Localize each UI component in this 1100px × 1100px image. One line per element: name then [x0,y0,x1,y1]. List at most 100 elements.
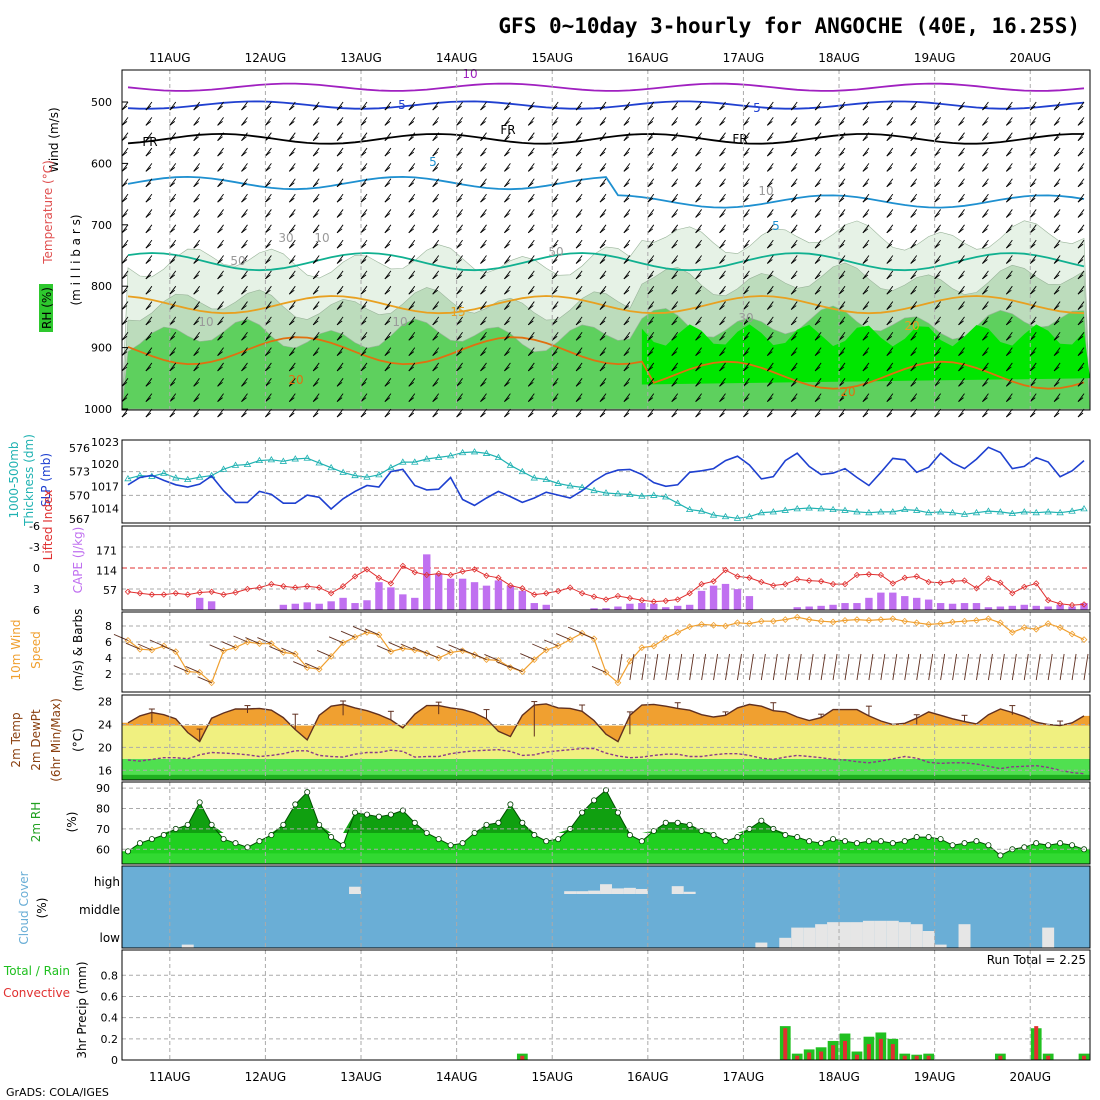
wind-barb-feather [743,136,749,142]
wind-barb-feather [265,243,271,249]
lifted-index-marker [578,590,586,597]
wind-barb [952,653,958,681]
wind-barb-feather [1077,351,1084,356]
wind-barb-feather [886,305,893,310]
wind-barb-feather [623,197,630,203]
wind-barb-feather [1006,182,1012,188]
wind-barb-feather [121,182,128,188]
temp-tick-label: 20 [98,741,112,754]
precip-tick-label: 0.6 [101,990,119,1003]
precip-panel-gridlines [169,950,1031,1060]
wind-barb-feather [480,289,486,295]
thickness-marker [697,507,706,514]
wind-barb-feather [312,381,319,387]
rh-panel-frame [121,781,1091,865]
wind-barb-feather [551,335,558,341]
wind-speed-marker [1044,620,1052,627]
wind-barb-feather [958,412,964,418]
wind-speed-marker [686,623,694,631]
wind-barb-feather [743,320,749,326]
wind-barb [964,653,969,681]
wind-barb-feather [767,197,773,203]
wind-barb [808,653,814,681]
precip-conv-bar [866,1044,871,1060]
thickness-marker [375,470,383,478]
wind-barb-feather [551,381,558,387]
wind-barb-feather [647,120,654,126]
lifted-index-marker [184,591,191,598]
wind-barb-feather [336,197,343,203]
wind-barb-feather [575,366,582,372]
wind-barb-feather [504,274,510,280]
wind-barb [364,628,380,636]
wind-barb-feather [169,136,176,142]
wind-barb [484,653,499,661]
wind-barb-feather [336,213,343,218]
wind-barb-feather [743,381,749,387]
wind-barb-feather [958,274,964,280]
cape-bar [793,607,801,610]
wind-barb-feather [862,151,869,157]
wind-barb [269,645,284,653]
wind-speed-marker [973,617,980,624]
cloud-unit-label: (%) [35,898,49,919]
wind-barb-feather [289,289,295,295]
wind-barb-feather [456,243,462,249]
thickness-marker [674,499,682,506]
wind-barb-feather [767,167,773,172]
wind-barb-feather [360,197,367,203]
wind-barb-feather [862,243,869,249]
cape-bar [817,605,825,610]
wind-barb-feather [1029,366,1036,372]
wind-barb-feather [695,213,701,218]
wind-barb-feather [504,151,510,157]
wind-barb-feather [169,366,176,372]
thickness-marker [231,461,240,468]
wind-barb-feather [528,335,534,341]
thickness-marker [817,504,825,512]
thickness-marker [745,512,754,520]
wind-barb-feather [312,274,319,280]
temperature-panel: 28 24 20 16 2m Temp 2m DewPt (6hr Min/Max) (°C) [9,694,1091,782]
wind-barb-feather [599,120,606,126]
lifted-index-marker [172,590,179,597]
wind-barb-feather [767,412,773,418]
lifted-index-marker [698,580,705,588]
wind-barb [376,645,392,653]
rh-axis-label-bg [39,284,53,332]
wind-barb-feather [241,259,247,264]
wind-barb-feather [336,151,343,157]
wind-barb-feather [504,136,510,142]
cloud-high-bar [588,890,601,894]
wind-barb-feather [217,412,223,418]
date-label-top: 12AUG [245,51,287,65]
wind-axis-label: Wind (m/s) [47,107,61,172]
wind-barb-feather [695,366,701,372]
wind-barb-feather [719,197,725,203]
wind-barb-feather [790,412,797,418]
wind-barb-feather [456,351,462,356]
thickness-marker [291,455,299,462]
wind-barb-feather [934,366,940,372]
wind-barb-feather [121,228,128,234]
lifted-index-marker [686,590,693,597]
wind-barb-feather [336,305,343,310]
wind-barb-feather [599,136,606,142]
wind-barb-feather [958,151,964,157]
wind-barb-feather [886,335,893,341]
cape-bar [901,596,909,610]
wind-barb-feather [599,151,606,157]
wind-barb-feather [934,243,940,249]
wind-barb-feather [1029,274,1036,280]
rh-marker [710,832,717,839]
wind-barb-feather [623,151,630,157]
wind-barb-feather [384,105,391,111]
wind-barb-feather [121,213,128,218]
wind-barb-feather [432,381,438,387]
wind-barb-feather [312,259,319,264]
lifted-index-marker [949,578,956,585]
wind-barb-feather [384,259,391,264]
wind-barb-feather [623,228,630,234]
wind-barb-feather [480,120,486,126]
